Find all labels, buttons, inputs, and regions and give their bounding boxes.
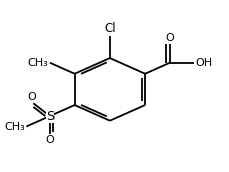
Text: OH: OH [195,58,212,68]
Text: CH₃: CH₃ [28,58,48,68]
Text: S: S [46,110,54,122]
Text: CH₃: CH₃ [5,122,25,132]
Text: O: O [165,33,174,43]
Text: O: O [45,135,54,145]
Text: O: O [28,92,36,102]
Text: Cl: Cl [104,22,115,35]
